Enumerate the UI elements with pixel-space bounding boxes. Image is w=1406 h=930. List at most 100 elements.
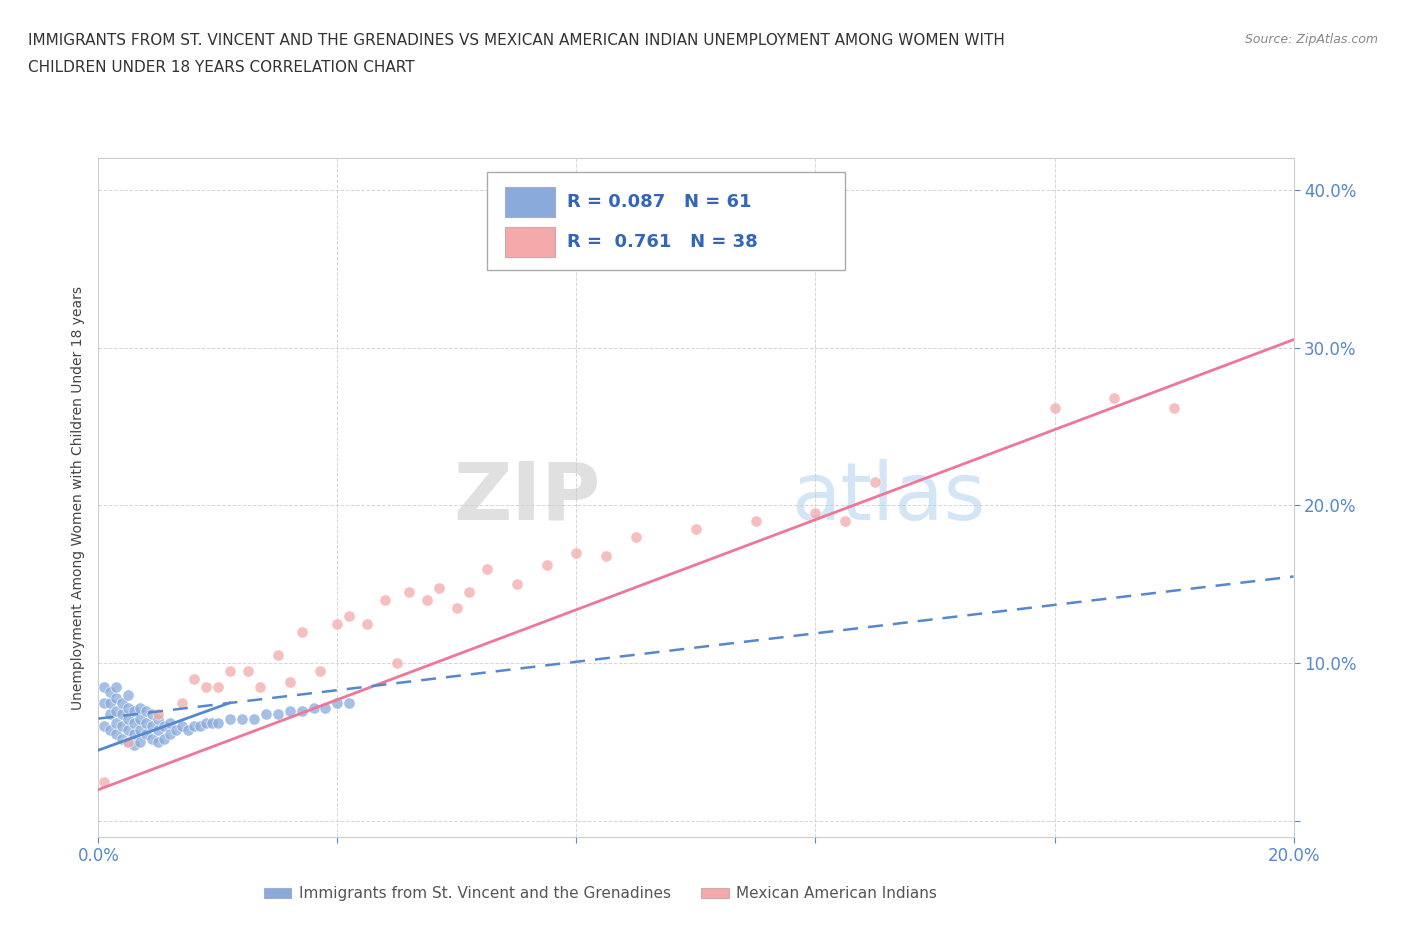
Point — [236, 664, 259, 679]
Point — [243, 711, 266, 726]
Text: IMMIGRANTS FROM ST. VINCENT AND THE GRENADINES VS MEXICAN AMERICAN INDIAN UNEMPL: IMMIGRANTS FROM ST. VINCENT AND THE GREN… — [28, 33, 1005, 47]
Point — [153, 719, 176, 734]
Point — [183, 719, 205, 734]
Point — [105, 703, 128, 718]
Point — [302, 700, 325, 715]
Point — [117, 711, 139, 726]
Point — [278, 675, 301, 690]
Point — [98, 707, 122, 722]
Point — [148, 711, 170, 726]
Point — [98, 723, 122, 737]
Point — [159, 716, 181, 731]
Point — [475, 561, 498, 576]
Point — [865, 474, 887, 489]
Point — [129, 723, 152, 737]
Point — [172, 719, 194, 734]
Point — [129, 700, 152, 715]
Point — [124, 727, 146, 742]
Point — [159, 727, 181, 742]
Point — [207, 680, 229, 695]
Point — [177, 723, 200, 737]
Point — [93, 775, 115, 790]
Point — [194, 680, 218, 695]
Point — [105, 680, 128, 695]
Point — [326, 696, 349, 711]
Point — [624, 529, 647, 544]
Point — [834, 513, 856, 528]
Point — [98, 696, 122, 711]
Point — [93, 719, 115, 734]
Point — [685, 522, 707, 537]
Text: Source: ZipAtlas.com: Source: ZipAtlas.com — [1244, 33, 1378, 46]
Point — [111, 732, 134, 747]
Point — [536, 558, 558, 573]
Point — [141, 719, 163, 734]
Point — [804, 506, 827, 521]
Point — [326, 617, 349, 631]
Point — [427, 580, 450, 595]
Point — [267, 648, 290, 663]
Point — [129, 711, 152, 726]
Point — [93, 680, 115, 695]
Point — [290, 624, 312, 639]
Point — [385, 656, 409, 671]
Text: ZIP: ZIP — [453, 458, 600, 537]
Legend: Immigrants from St. Vincent and the Grenadines, Mexican American Indians: Immigrants from St. Vincent and the Gren… — [257, 880, 943, 908]
Point — [117, 735, 139, 750]
Point — [416, 592, 439, 607]
Point — [93, 696, 115, 711]
Point — [117, 700, 139, 715]
FancyBboxPatch shape — [505, 187, 555, 218]
Point — [124, 738, 146, 753]
Point — [194, 716, 218, 731]
Point — [231, 711, 253, 726]
Point — [98, 684, 122, 699]
Text: R =  0.761   N = 38: R = 0.761 N = 38 — [567, 232, 758, 250]
Point — [105, 727, 128, 742]
Point — [339, 608, 360, 623]
Point — [141, 732, 163, 747]
Point — [117, 723, 139, 737]
Point — [278, 703, 301, 718]
Point — [254, 707, 277, 722]
Point — [267, 707, 290, 722]
Text: CHILDREN UNDER 18 YEARS CORRELATION CHART: CHILDREN UNDER 18 YEARS CORRELATION CHAR… — [28, 60, 415, 75]
Point — [374, 592, 396, 607]
Point — [1104, 391, 1126, 405]
Point — [105, 716, 128, 731]
Point — [207, 716, 229, 731]
Point — [165, 723, 187, 737]
Point — [356, 617, 378, 631]
Point — [1043, 400, 1066, 415]
Point — [105, 691, 128, 706]
Point — [506, 577, 529, 591]
Point — [135, 703, 157, 718]
Point — [129, 735, 152, 750]
Point — [141, 707, 163, 722]
Point — [117, 735, 139, 750]
Point — [153, 732, 176, 747]
Point — [315, 700, 337, 715]
Text: atlas: atlas — [792, 458, 986, 537]
Point — [124, 703, 146, 718]
Point — [188, 719, 211, 734]
Point — [290, 703, 312, 718]
Point — [148, 707, 170, 722]
Point — [111, 719, 134, 734]
Point — [135, 727, 157, 742]
Point — [148, 735, 170, 750]
Point — [135, 716, 157, 731]
Point — [308, 664, 330, 679]
Point — [249, 680, 271, 695]
Point — [219, 664, 242, 679]
Text: R = 0.087   N = 61: R = 0.087 N = 61 — [567, 193, 751, 211]
Point — [117, 687, 139, 702]
Point — [446, 601, 468, 616]
Point — [745, 513, 768, 528]
Point — [124, 716, 146, 731]
FancyBboxPatch shape — [486, 172, 845, 270]
Point — [595, 549, 617, 564]
Point — [219, 711, 242, 726]
Point — [339, 696, 360, 711]
Point — [111, 707, 134, 722]
